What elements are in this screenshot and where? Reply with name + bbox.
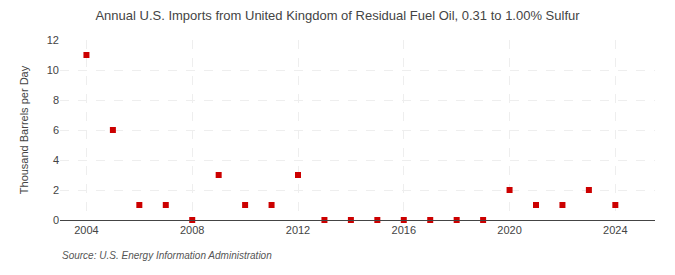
- svg-text:10: 10: [47, 64, 59, 76]
- svg-text:Source: U.S. Energy Informatio: Source: U.S. Energy Information Administ…: [62, 250, 272, 261]
- svg-text:12: 12: [47, 34, 59, 46]
- svg-text:2: 2: [53, 184, 59, 196]
- svg-text:6: 6: [53, 124, 59, 136]
- svg-text:Annual U.S. Imports from Unite: Annual U.S. Imports from United Kingdom …: [95, 8, 580, 23]
- svg-text:2004: 2004: [74, 224, 98, 236]
- svg-text:Thousand Barrels per Day: Thousand Barrels per Day: [18, 65, 30, 194]
- svg-text:2012: 2012: [286, 224, 310, 236]
- svg-text:2016: 2016: [392, 224, 416, 236]
- svg-text:2008: 2008: [180, 224, 204, 236]
- svg-text:2024: 2024: [603, 224, 627, 236]
- svg-text:4: 4: [53, 154, 59, 166]
- svg-text:0: 0: [53, 214, 59, 226]
- svg-text:2020: 2020: [497, 224, 521, 236]
- svg-text:8: 8: [53, 94, 59, 106]
